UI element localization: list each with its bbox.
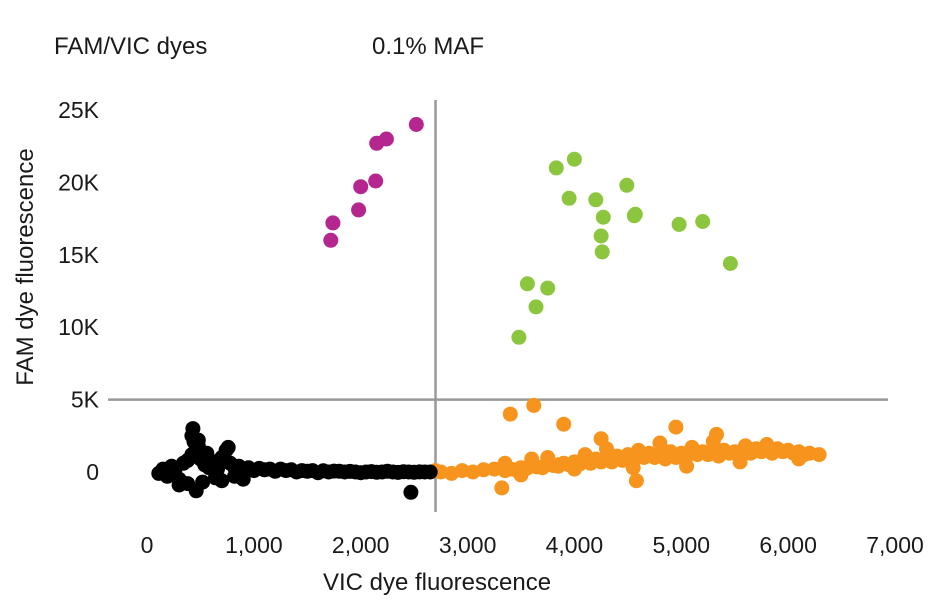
x-tick-label: 3,000 (439, 532, 497, 558)
x-tick-label: 7,000 (866, 532, 924, 558)
data-point (722, 256, 738, 271)
data-point (556, 416, 572, 432)
data-point (652, 435, 668, 451)
data-point (199, 445, 215, 461)
data-point (711, 448, 727, 464)
x-axis-label: VIC dye fluorescence (323, 569, 551, 596)
data-point (476, 462, 492, 478)
data-point (566, 461, 582, 477)
data-point (494, 480, 510, 496)
data-point (791, 451, 807, 467)
data-point (737, 438, 753, 454)
data-point (513, 467, 529, 483)
data-point (220, 439, 236, 455)
data-point (684, 439, 700, 455)
data-point (184, 428, 200, 444)
y-axis-label: FAM dye fluorescence (12, 148, 39, 385)
data-point (548, 160, 564, 176)
chart-header-maf: 0.1% MAF (372, 33, 484, 60)
data-point (705, 434, 721, 450)
x-tick-label: 4,000 (546, 532, 604, 558)
data-point (695, 214, 711, 229)
data-point (593, 228, 609, 244)
data-point (540, 450, 556, 465)
series-0 (323, 117, 424, 248)
data-point (368, 173, 384, 189)
data-point (561, 190, 577, 206)
data-point (604, 454, 620, 470)
data-point (408, 117, 424, 132)
data-point (526, 397, 542, 413)
x-tick-label: 6,000 (759, 532, 817, 558)
data-point (511, 329, 527, 345)
x-tick-label: 0 (141, 532, 154, 558)
data-point (619, 177, 635, 193)
data-point (657, 451, 673, 467)
x-axis-ticks: 0 1,000 2,000 3,000 4,000 5,000 6,000 7,000 (141, 532, 924, 558)
y-tick-label: 25K (58, 97, 100, 123)
y-tick-label: 20K (58, 169, 100, 195)
data-point (540, 280, 556, 296)
series-3 (151, 421, 438, 500)
data-point (588, 192, 604, 208)
data-point (195, 474, 211, 490)
y-tick-label: 10K (58, 314, 100, 340)
x-tick-label: 1,000 (225, 532, 283, 558)
x-tick-label: 5,000 (653, 532, 711, 558)
data-point (595, 209, 611, 225)
series-2 (428, 397, 827, 496)
threshold-lines (108, 100, 888, 512)
data-point (594, 244, 610, 260)
series-1 (511, 151, 738, 345)
data-point (353, 179, 369, 195)
data-point (671, 216, 687, 232)
y-axis-ticks: 0 5K 10K 15K 20K 25K (58, 97, 100, 485)
data-point (668, 419, 684, 435)
data-point (577, 447, 593, 463)
data-point (550, 457, 566, 473)
data-point (732, 454, 748, 470)
data-points (151, 117, 827, 500)
x-tick-label: 2,000 (332, 532, 390, 558)
data-point (235, 471, 251, 487)
data-point (214, 473, 230, 489)
data-point (171, 477, 187, 493)
y-tick-label: 15K (58, 242, 100, 268)
data-point (628, 473, 644, 489)
data-point (625, 460, 641, 476)
data-point (631, 442, 646, 458)
data-point (323, 232, 339, 248)
data-point (422, 464, 438, 480)
data-point (627, 206, 643, 222)
data-point (378, 131, 394, 147)
data-point (759, 437, 775, 452)
data-point (351, 202, 367, 218)
data-point (502, 406, 518, 422)
data-point (403, 484, 419, 500)
data-point (519, 276, 535, 292)
data-point (566, 151, 582, 167)
y-tick-label: 0 (86, 459, 99, 485)
data-point (524, 451, 540, 467)
chart-header-dyes: FAM/VIC dyes (54, 33, 207, 60)
data-point (679, 458, 695, 474)
data-point (497, 455, 513, 471)
data-point (325, 215, 341, 231)
data-point (528, 299, 544, 315)
data-point (811, 447, 827, 463)
y-tick-label: 5K (71, 387, 100, 413)
data-point (599, 441, 614, 457)
